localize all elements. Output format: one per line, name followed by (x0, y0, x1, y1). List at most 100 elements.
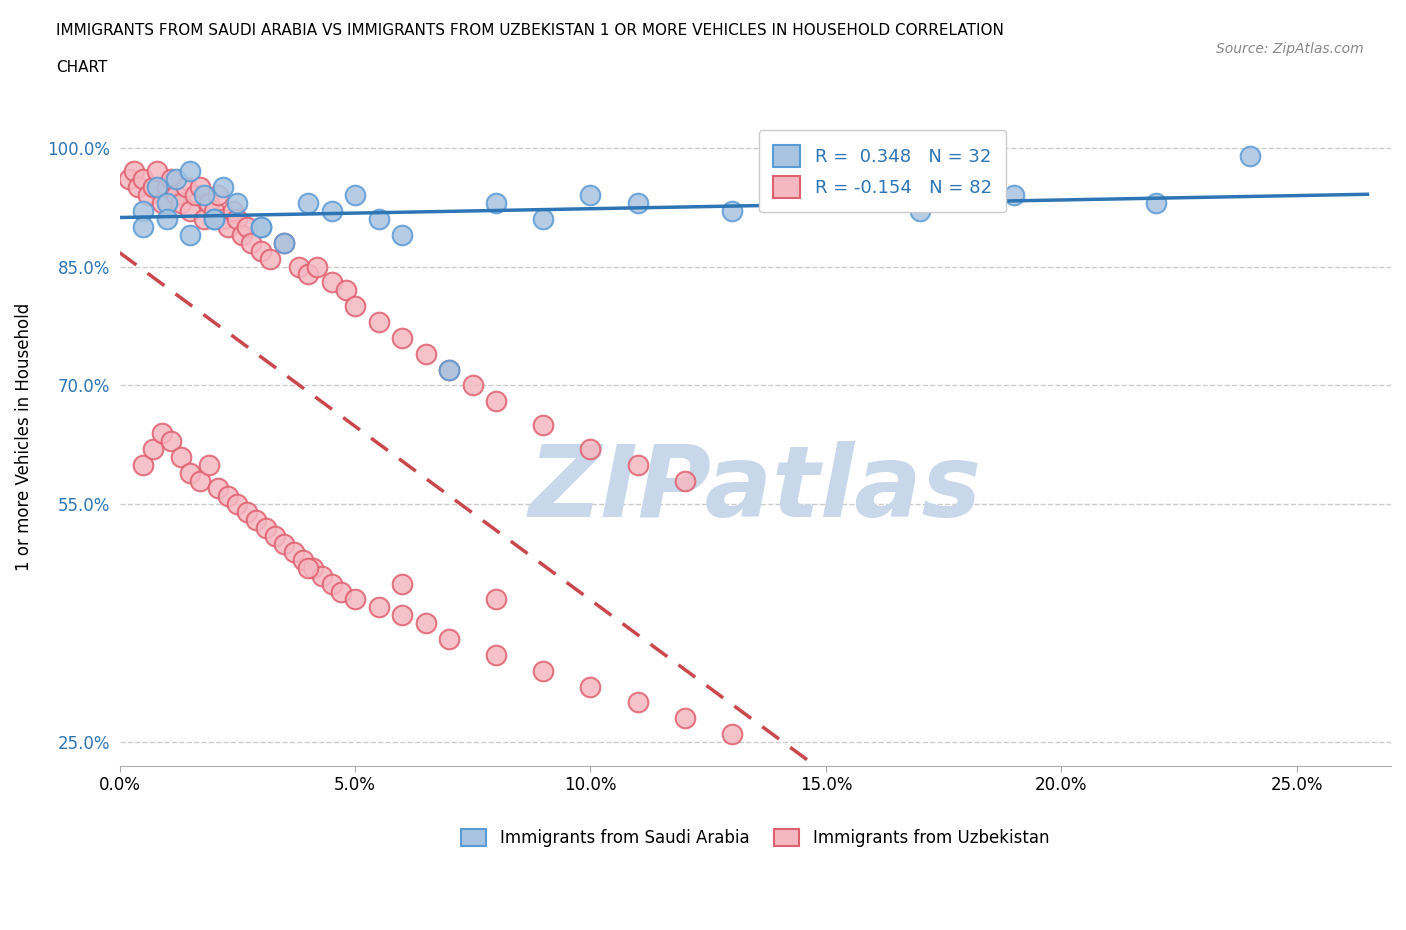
Point (321, 577, 343, 591)
Point (461, 378, 484, 392)
Point (321, 204, 343, 219)
Point (193, 188, 215, 203)
Point (626, 195, 648, 210)
Point (531, 211, 554, 226)
Point (344, 592, 367, 607)
Point (415, 346, 437, 361)
Point (292, 552, 315, 567)
Point (439, 362, 461, 377)
Point (673, 473, 696, 488)
Point (908, 204, 931, 219)
Point (297, 560, 319, 575)
Point (122, 164, 145, 179)
Point (235, 219, 257, 234)
Point (297, 195, 319, 210)
Point (217, 219, 239, 234)
Point (127, 179, 149, 194)
Point (118, 172, 141, 187)
Point (198, 458, 221, 472)
Point (307, 259, 329, 274)
Point (250, 219, 273, 234)
Point (179, 465, 201, 480)
Point (150, 195, 173, 210)
Point (485, 592, 508, 607)
Point (287, 259, 309, 274)
Point (132, 458, 155, 472)
Point (188, 179, 211, 194)
Point (673, 711, 696, 725)
Point (439, 362, 461, 377)
Point (273, 235, 295, 250)
Point (226, 211, 249, 226)
Point (179, 228, 201, 243)
Text: ZIPatlas: ZIPatlas (529, 441, 981, 538)
Point (184, 188, 207, 203)
Point (259, 251, 281, 266)
Point (254, 521, 277, 536)
Point (226, 497, 249, 512)
Point (367, 600, 389, 615)
Point (226, 195, 249, 210)
Point (579, 442, 602, 457)
Point (202, 204, 225, 219)
Text: Source: ZipAtlas.com: Source: ZipAtlas.com (1216, 42, 1364, 56)
Point (626, 458, 648, 472)
Point (207, 188, 229, 203)
Point (188, 473, 211, 488)
Point (231, 228, 253, 243)
Point (142, 442, 165, 457)
Point (136, 188, 159, 203)
Point (142, 179, 165, 194)
Point (321, 275, 343, 290)
Point (439, 631, 461, 646)
Point (198, 195, 221, 210)
Point (160, 172, 183, 187)
Point (150, 426, 173, 441)
Point (179, 164, 201, 179)
Point (579, 679, 602, 694)
Point (273, 537, 295, 551)
Point (626, 695, 648, 710)
Point (179, 204, 201, 219)
Point (132, 219, 155, 234)
Point (212, 179, 235, 194)
Point (1002, 188, 1025, 203)
Point (297, 267, 319, 282)
Point (344, 299, 367, 313)
Point (193, 211, 215, 226)
Point (165, 172, 187, 187)
Y-axis label: 1 or more Vehicles in Household: 1 or more Vehicles in Household (15, 303, 32, 571)
Point (212, 211, 235, 226)
Point (174, 179, 197, 194)
Point (485, 195, 508, 210)
Point (335, 283, 357, 298)
Point (531, 663, 554, 678)
Point (132, 204, 155, 219)
Point (720, 726, 742, 741)
Point (146, 164, 169, 179)
Point (485, 647, 508, 662)
Point (391, 608, 413, 623)
Point (367, 314, 389, 329)
Point (245, 512, 267, 527)
Point (250, 219, 273, 234)
Point (367, 211, 389, 226)
Point (156, 179, 179, 194)
Point (156, 195, 179, 210)
Point (250, 244, 273, 259)
Point (344, 188, 367, 203)
Point (391, 577, 413, 591)
Point (207, 481, 229, 496)
Point (170, 449, 193, 464)
Point (240, 235, 263, 250)
Point (202, 211, 225, 226)
Legend: Immigrants from Saudi Arabia, Immigrants from Uzbekistan: Immigrants from Saudi Arabia, Immigrants… (453, 820, 1057, 855)
Point (1239, 148, 1261, 163)
Point (579, 188, 602, 203)
Point (485, 393, 508, 408)
Point (329, 584, 352, 599)
Point (217, 489, 239, 504)
Point (235, 505, 257, 520)
Point (132, 172, 155, 187)
Point (391, 330, 413, 345)
